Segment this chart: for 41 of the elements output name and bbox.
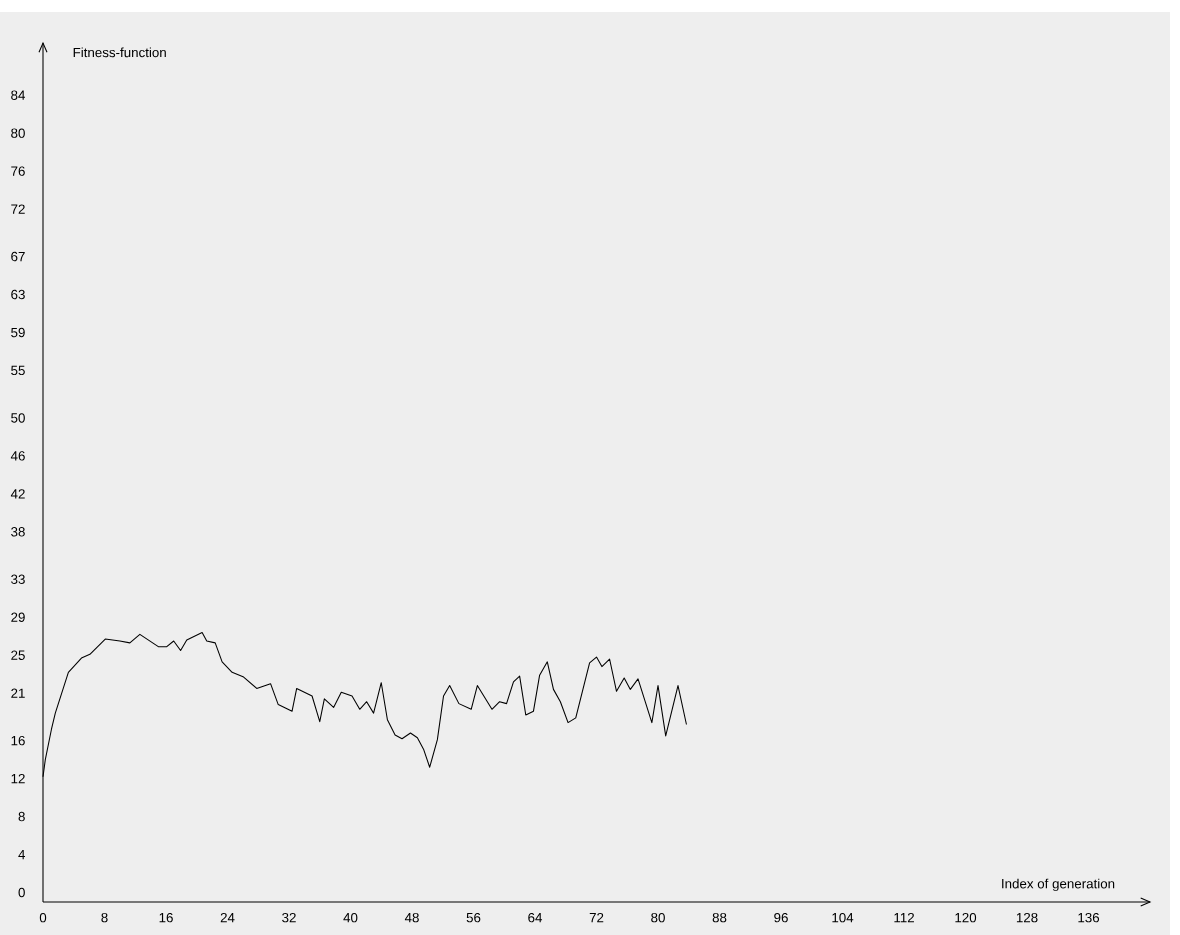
x-tick-label: 16 [159,912,173,923]
y-tick-label: 67 [11,251,25,262]
x-tick-label: 32 [282,912,296,923]
y-tick-label: 21 [11,688,25,698]
x-tick-label: 64 [528,912,543,923]
y-tick-label: 59 [11,327,25,338]
x-tick-label: 104 [832,912,854,923]
y-tick-label: 16 [11,735,25,746]
y-tick-label: 72 [11,204,25,214]
x-axis-title: Index of generation [1002,878,1115,892]
x-tick-label: 8 [101,912,108,923]
x-tick-label: 40 [343,912,358,923]
y-tick-label: 46 [10,451,25,461]
x-tick-label: 80 [651,912,665,923]
x-tick-label: 72 [589,912,604,923]
y-tick-label: 55 [11,365,25,376]
y-tick-label: 84 [11,90,26,100]
x-tick-label: 48 [404,912,419,923]
y-tick-label: 63 [11,289,25,300]
x-tick-label: 96 [774,912,788,923]
x-tick-label: 120 [955,912,977,923]
y-tick-label: 29 [11,612,25,622]
y-tick-label: 38 [11,527,25,537]
y-tick-label: 4 [18,849,26,860]
y-tick-label: 25 [11,650,25,660]
x-tick-label: 56 [466,912,481,923]
y-axis-title: Fitness-function [73,47,166,58]
y-tick-label: 0 [18,887,25,898]
x-tick-label: 88 [712,912,727,923]
y-tick-label: 50 [11,413,25,423]
y-tick-label: 42 [10,489,25,499]
x-tick-label: 112 [894,912,914,923]
y-tick-label: 8 [18,811,25,822]
x-tick-label: 0 [39,912,47,923]
x-tick-label: 128 [1016,912,1038,923]
x-tick-label: 24 [220,912,235,923]
y-tick-label: 76 [11,166,25,176]
y-tick-label: 80 [11,128,25,138]
y-tick-label: 33 [11,574,25,584]
y-tick-label: 12 [11,773,25,784]
x-tick-label: 136 [1078,912,1100,923]
